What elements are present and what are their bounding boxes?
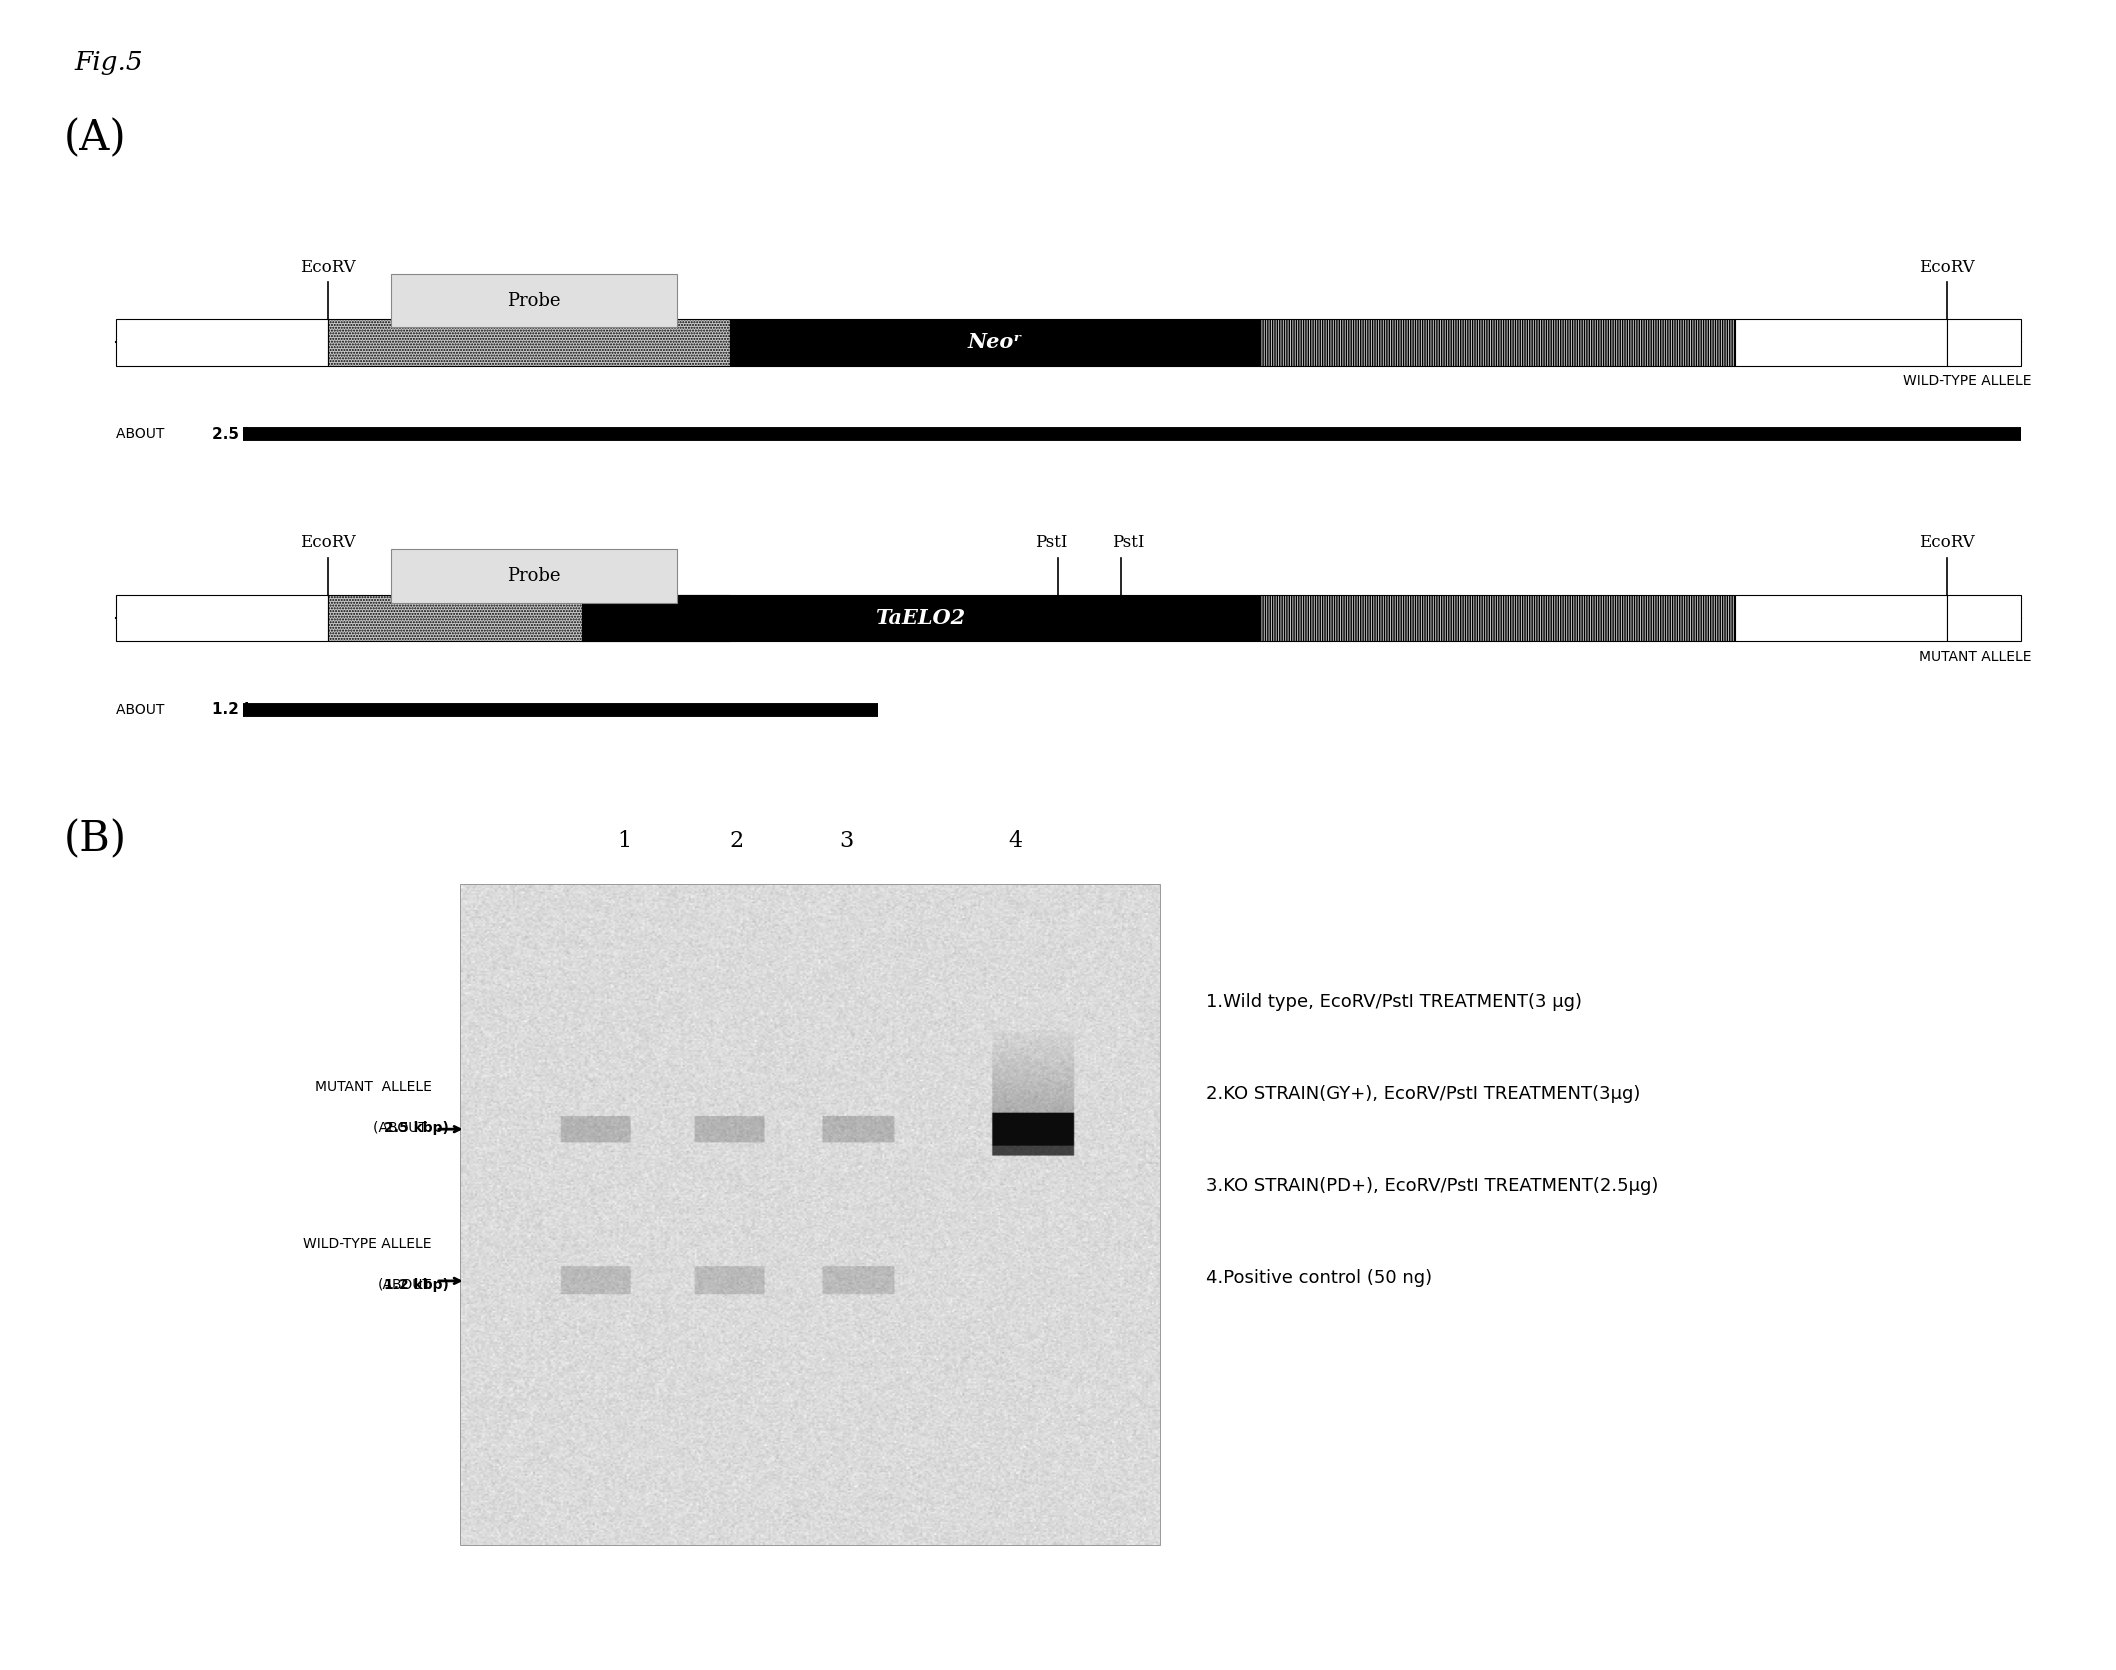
Bar	[1947, 319, 2021, 366]
Text: EcoRV: EcoRV	[1919, 259, 1974, 276]
Text: Probe: Probe	[508, 292, 561, 309]
Text: 1.Wild type, EcoRV/PstI TREATMENT(3 μg): 1.Wild type, EcoRV/PstI TREATMENT(3 μg)	[1206, 994, 1583, 1010]
Bar	[1947, 595, 2021, 641]
Text: Fig.5: Fig.5	[74, 50, 142, 75]
Bar	[116, 595, 328, 641]
Bar	[391, 274, 677, 327]
Bar	[1259, 319, 1735, 366]
Text: WILD-TYPE ALLELE: WILD-TYPE ALLELE	[1902, 374, 2031, 387]
Text: 2.KO STRAIN(GY+), EcoRV/PstI TREATMENT(3μg): 2.KO STRAIN(GY+), EcoRV/PstI TREATMENT(3…	[1206, 1086, 1640, 1102]
Text: 1.2 kbp): 1.2 kbp)	[383, 1278, 449, 1291]
Bar	[730, 319, 1259, 366]
Text: 3.KO STRAIN(PD+), EcoRV/PstI TREATMENT(2.5μg): 3.KO STRAIN(PD+), EcoRV/PstI TREATMENT(2…	[1206, 1177, 1659, 1194]
Text: (ABOUT: (ABOUT	[372, 1121, 432, 1136]
Text: Neoʳ: Neoʳ	[967, 332, 1022, 352]
Text: 1.2 k: 1.2 k	[212, 703, 254, 716]
Text: TaELO2: TaELO2	[876, 608, 965, 628]
Bar	[582, 595, 1259, 641]
Text: Probe: Probe	[508, 568, 561, 584]
Text: MUTANT ALLELE: MUTANT ALLELE	[1919, 650, 2031, 663]
Text: ABOUT: ABOUT	[116, 703, 169, 716]
Bar	[461, 885, 1160, 1545]
Text: 1: 1	[618, 830, 631, 852]
Text: 2: 2	[730, 830, 743, 852]
Text: ABOUT: ABOUT	[116, 428, 169, 441]
Text: 2.5 kbp): 2.5 kbp)	[383, 1121, 449, 1136]
Bar	[1735, 595, 1947, 641]
Text: PstI: PstI	[1035, 534, 1069, 551]
Bar	[116, 319, 328, 366]
Text: PstI: PstI	[1111, 534, 1145, 551]
Bar	[391, 549, 677, 603]
Text: 4.Positive control (50 ng): 4.Positive control (50 ng)	[1206, 1269, 1433, 1286]
Text: 3: 3	[840, 830, 853, 852]
Bar	[1735, 319, 1947, 366]
Text: (ABOUT: (ABOUT	[379, 1278, 432, 1291]
Text: EcoRV: EcoRV	[1919, 534, 1974, 551]
Text: EcoRV: EcoRV	[300, 534, 355, 551]
Text: 2.5 k: 2.5 k	[212, 428, 254, 441]
Bar	[328, 595, 730, 641]
Text: MUTANT  ALLELE: MUTANT ALLELE	[315, 1080, 432, 1094]
Text: 4: 4	[1009, 830, 1022, 852]
Text: (B): (B)	[63, 818, 127, 860]
Bar	[328, 319, 730, 366]
Text: EcoRV: EcoRV	[300, 259, 355, 276]
Text: WILD-TYPE ALLELE: WILD-TYPE ALLELE	[303, 1237, 432, 1251]
Text: (A): (A)	[63, 117, 127, 159]
Bar	[1259, 595, 1735, 641]
